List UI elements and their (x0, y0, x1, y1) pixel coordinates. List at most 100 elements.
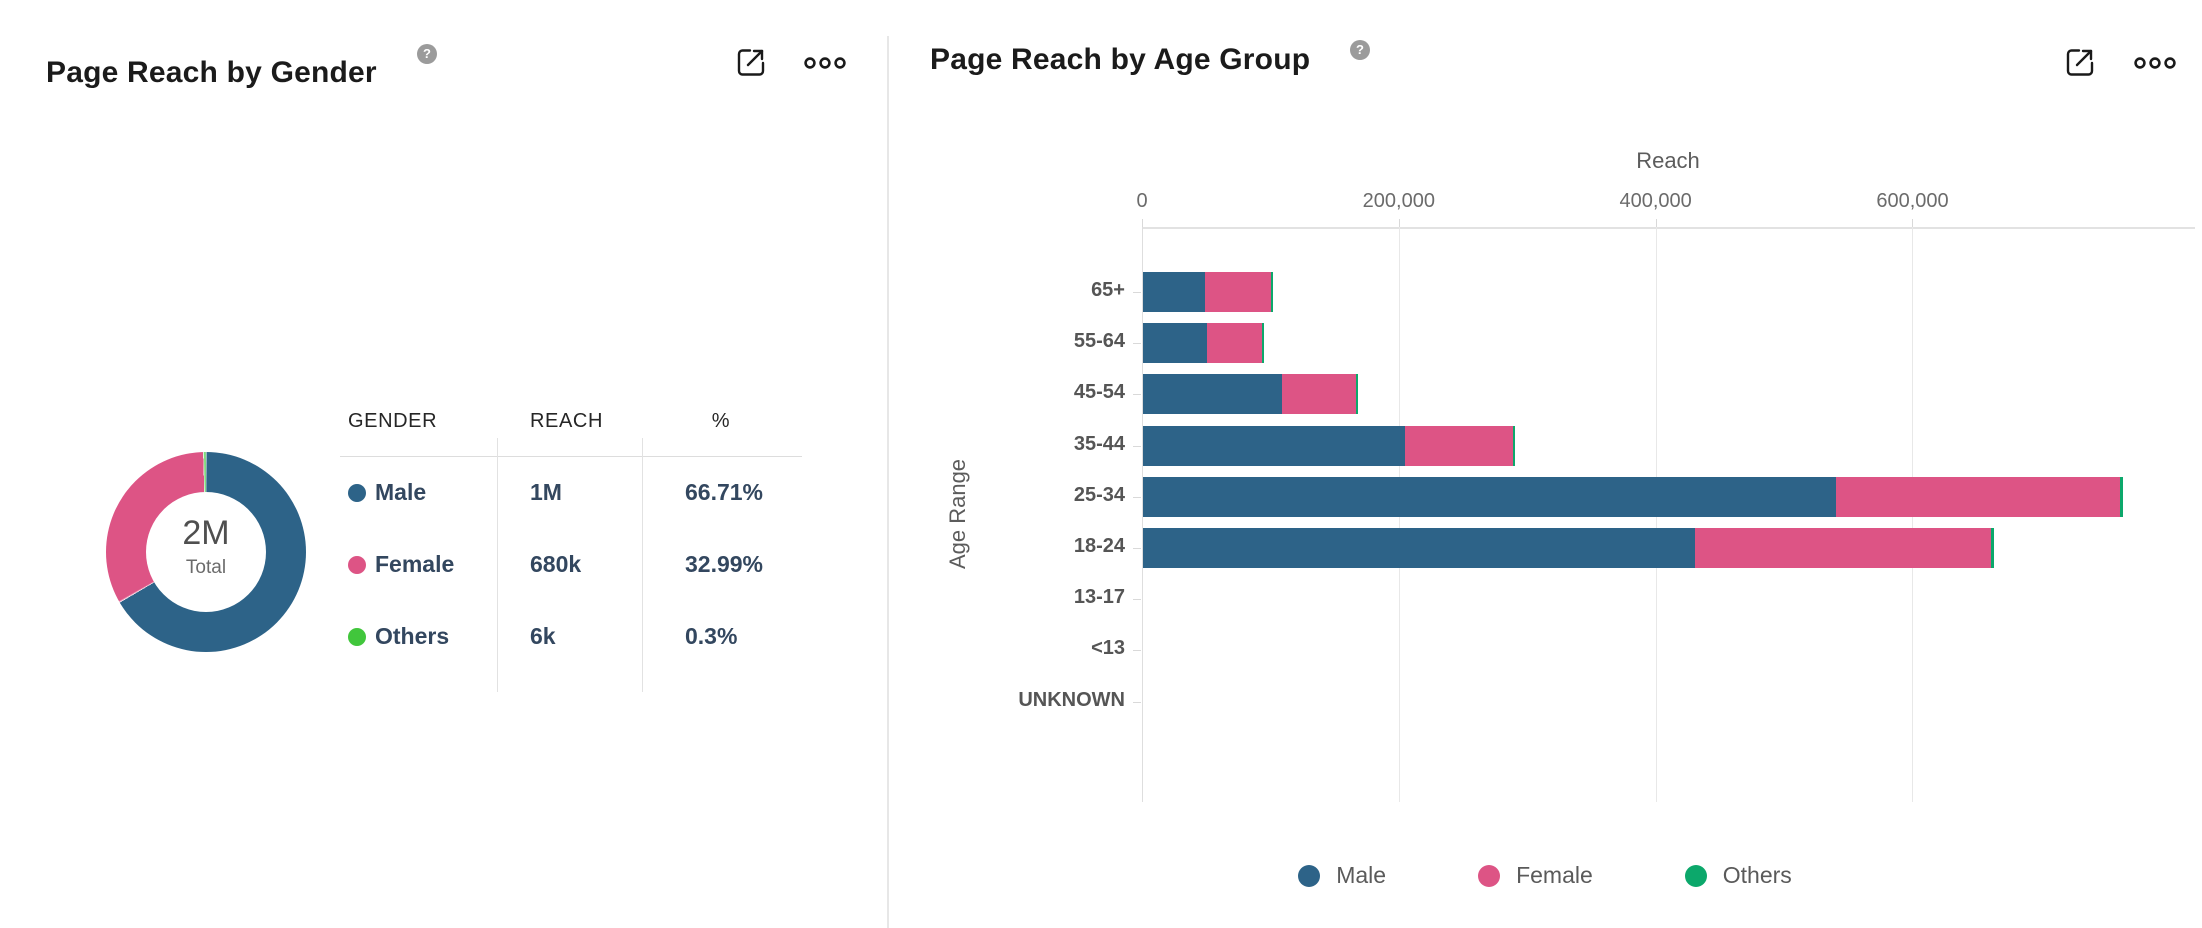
y-axis-category-label: 18-24 (1073, 535, 1125, 557)
gender-panel-title: Page Reach by Gender (46, 56, 377, 89)
x-axis-tick-label: 0 (1136, 190, 1148, 212)
pct-column-header: % (711, 410, 731, 432)
legend-label: Male (1336, 862, 1387, 888)
y-axis-category-label: 65+ (1091, 279, 1125, 301)
help-icon[interactable]: ? (417, 44, 437, 64)
x-axis-tick-mark (1398, 219, 1400, 227)
x-axis-line (1142, 227, 2195, 229)
bar-segment-male (1143, 476, 1837, 517)
x-axis-title: Reach (1636, 148, 1700, 173)
external-link-icon (733, 44, 769, 80)
bar-segment-male (1143, 374, 1282, 415)
y-axis-tick-mark (1133, 701, 1141, 703)
bar-segment-female (1281, 374, 1357, 415)
y-axis-tick-mark (1133, 496, 1141, 498)
table-row-reach-value: 1M (530, 479, 562, 505)
table-row-gender-label: Male (375, 479, 427, 505)
table-column-divider (497, 438, 498, 692)
bar-row (1143, 272, 1274, 312)
bar-row (1143, 476, 2124, 517)
table-row-pct-value: 0.3% (685, 623, 738, 649)
y-axis-tick-mark (1133, 548, 1141, 549)
legend-item-female[interactable]: Female (1478, 862, 1593, 889)
legend-label: Others (1722, 862, 1792, 888)
export-button[interactable] (733, 44, 769, 80)
x-axis-tick-mark (1655, 219, 1657, 227)
x-axis-tick-mark (1912, 219, 1914, 227)
donut-total-value: 2M (182, 514, 230, 552)
y-axis-tick-mark (1133, 292, 1141, 293)
x-axis-tick-mark (1142, 219, 1143, 227)
bar-segment-others (1271, 272, 1274, 312)
y-axis-category-label: 13-17 (1073, 586, 1125, 609)
bar-row (1143, 528, 1994, 568)
legend-dot-others-icon (348, 628, 366, 646)
bar-row (1143, 374, 1359, 415)
legend-item-male[interactable]: Male (1298, 862, 1386, 889)
bar-segment-others (2120, 476, 2124, 517)
panel-divider (887, 36, 889, 928)
table-row-gender-label: Female (375, 551, 455, 577)
legend-item-others[interactable]: Others (1684, 862, 1792, 889)
reach-column-header: REACH (530, 410, 604, 432)
y-axis-tick-mark (1133, 343, 1141, 345)
gender-donut-chart: 2M Total (106, 452, 306, 652)
donut-center: 2M Total (146, 492, 266, 612)
bar-segment-female (1836, 476, 2121, 517)
external-link-icon (2062, 44, 2098, 80)
bar-row (1143, 425, 1516, 466)
more-options-button[interactable] (2133, 52, 2177, 74)
x-axis-tick-label: 400,000 (1619, 190, 1692, 212)
donut-total-label: Total (185, 557, 227, 578)
bar-segment-female (1695, 528, 1991, 568)
bar-segment-others (1262, 323, 1264, 364)
export-button[interactable] (2062, 44, 2098, 80)
bar-segment-female (1405, 425, 1513, 466)
bar-segment-others (1512, 425, 1516, 466)
y-axis-category-label: 35-44 (1073, 432, 1125, 455)
y-axis-category-label: UNKNOWN (1018, 688, 1125, 711)
gender-column-header: GENDER (348, 410, 438, 432)
y-axis-tick-mark (1133, 599, 1141, 601)
table-column-divider (642, 438, 643, 692)
y-axis-title: Age Range (945, 458, 970, 570)
bar-segment-others (1356, 374, 1359, 415)
table-row-reach-value: 6k (530, 623, 556, 649)
table-row-pct-value: 32.99% (685, 551, 764, 577)
bar-segment-male (1143, 528, 1696, 568)
table-row-gender-label: Others (375, 623, 450, 649)
bar-segment-others (1990, 528, 1994, 568)
bar-segment-female (1207, 323, 1263, 364)
age-panel-title: Page Reach by Age Group (930, 43, 1311, 76)
legend-dot-others-icon (1684, 864, 1707, 887)
chart-legend: Male Female Others (888, 862, 2202, 889)
more-options-button[interactable] (803, 52, 847, 74)
help-icon[interactable]: ? (1350, 40, 1370, 60)
y-axis-category-label: 25-34 (1073, 483, 1125, 506)
table-header-divider (340, 456, 802, 457)
bar-segment-male (1143, 425, 1405, 466)
y-axis-tick-mark (1133, 650, 1141, 652)
y-axis-tick-mark (1133, 394, 1141, 396)
y-axis-line (1142, 227, 1143, 802)
x-axis-tick-label: 600,000 (1876, 190, 1949, 212)
bar-row (1143, 323, 1264, 364)
y-axis-category-label: <13 (1091, 637, 1125, 660)
bar-segment-male (1143, 323, 1208, 364)
legend-label: Female (1516, 862, 1593, 888)
legend-dot-male-icon (348, 484, 366, 502)
ellipsis-menu-icon (803, 52, 847, 74)
ellipsis-menu-icon (2133, 52, 2177, 74)
bar-segment-female (1204, 272, 1272, 312)
y-axis-category-label: 45-54 (1073, 381, 1125, 404)
table-row-reach-value: 680k (530, 551, 582, 577)
legend-dot-female-icon (348, 556, 366, 574)
legend-dot-female-icon (1478, 864, 1501, 887)
table-row-pct-value: 66.71% (685, 479, 764, 505)
legend-dot-male-icon (1298, 864, 1321, 887)
bar-segment-male (1143, 272, 1205, 312)
x-axis-tick-label: 200,000 (1362, 190, 1435, 212)
y-axis-category-label: 55-64 (1073, 330, 1125, 353)
y-axis-tick-mark (1133, 445, 1141, 447)
